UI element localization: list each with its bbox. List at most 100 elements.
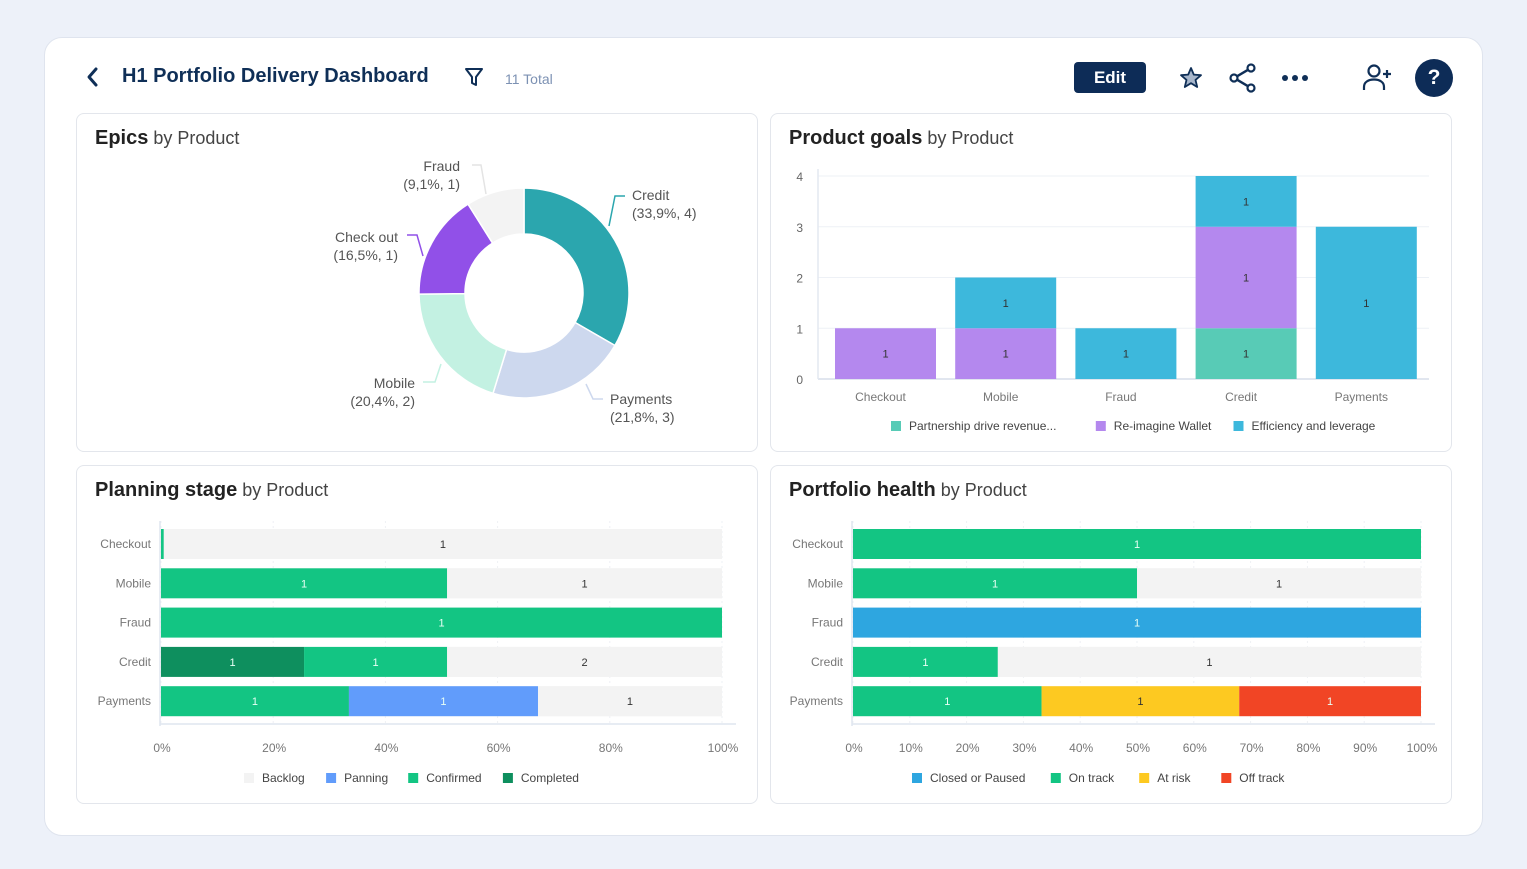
card-title-sub: by Product — [153, 128, 240, 148]
bar-segment — [1041, 686, 1240, 717]
donut-slice-fraud — [466, 187, 525, 245]
bar-value-label: 1 — [944, 696, 950, 708]
bar-segment — [447, 646, 722, 677]
donut-label-name: Mobile — [374, 375, 415, 391]
bar-value-label: 1 — [1134, 618, 1140, 630]
card-title-health: Portfolio health by Product — [789, 479, 1027, 502]
share-icon[interactable] — [1227, 62, 1259, 94]
legend-swatch — [502, 773, 513, 783]
bar-segment — [161, 607, 722, 638]
bar-segment — [955, 277, 1057, 329]
x-tick-label: 0% — [845, 741, 863, 755]
card-title-epics: Epics by Product — [95, 127, 239, 150]
bar-value-label: 1 — [1327, 696, 1333, 708]
y-tick-label: Payments — [790, 694, 843, 708]
planning-card: Planning stage by Product 0% 20% 40% 60% 80%… — [76, 465, 758, 804]
x-tick-label: Mobile — [983, 390, 1019, 404]
x-tick-label: Fraud — [1105, 390, 1136, 404]
bar-value-label: 1 — [440, 539, 446, 551]
y-tick-label: Checkout — [100, 537, 151, 551]
health-card: Portfolio health by Product 0% 10% 20% 30% 4… — [770, 465, 1452, 804]
bar-value-label: 1 — [373, 657, 379, 669]
card-title-goals: Product goals by Product — [789, 127, 1013, 150]
total-count: 11 Total — [505, 71, 553, 87]
donut-label-value: (33,9%, 4) — [632, 205, 697, 221]
bar-value-label: 1 — [252, 696, 258, 708]
bar-value-label: 1 — [301, 578, 307, 590]
legend-swatch — [1139, 773, 1150, 783]
x-tick-label: 20% — [956, 741, 980, 755]
donut-leader-line — [472, 164, 487, 195]
bar-segment — [1195, 176, 1297, 227]
card-title-sub: by Product — [940, 480, 1027, 500]
bar-segment — [853, 646, 998, 677]
legend-label: On track — [1069, 771, 1115, 785]
dashboard-header: H1 Portfolio Delivery Dashboard 11 Total… — [45, 38, 1482, 114]
back-chevron-icon[interactable] — [83, 64, 103, 90]
bar-value-label: 1 — [882, 349, 888, 361]
legend-swatch — [326, 773, 337, 783]
bar-value-label: 1 — [627, 696, 633, 708]
bar-value-label: 1 — [229, 657, 235, 669]
x-tick-label: Credit — [1225, 390, 1258, 404]
bar-value-label: 1 — [1243, 349, 1249, 361]
legend-swatch — [1233, 421, 1244, 431]
x-tick-label: 40% — [1069, 741, 1093, 755]
goals-card: Product goals by Product 0 1 2 3 4 1 Checkout 1… — [770, 113, 1452, 452]
bar-value-label: 1 — [1363, 298, 1369, 310]
y-tick-label: Fraud — [120, 616, 151, 630]
legend-label: Confirmed — [426, 771, 481, 785]
x-tick-label: 50% — [1126, 741, 1150, 755]
legend-swatch — [891, 421, 901, 431]
bar-value-label: 1 — [440, 696, 446, 708]
bar-segment — [161, 686, 349, 717]
bar-segment — [537, 686, 722, 717]
legend-label: Partnership drive revenue... — [909, 419, 1056, 433]
bar-value-label: 1 — [1276, 578, 1282, 590]
bar-segment — [853, 529, 1421, 559]
x-tick-label: 90% — [1353, 741, 1377, 755]
bar-value-label: 1 — [922, 657, 928, 669]
epics-donut-chart: Credit (33,9%, 4) Payments (21,8%, 3) Mobile… — [333, 158, 697, 425]
more-icon[interactable] — [1279, 62, 1311, 94]
bar-value-label: 1 — [581, 578, 587, 590]
help-icon: ? — [1427, 66, 1441, 89]
bar-segment — [1075, 328, 1177, 379]
legend-label: Backlog — [262, 771, 305, 785]
x-tick-label: Payments — [1335, 390, 1388, 404]
x-tick-label: 80% — [599, 741, 623, 755]
planning-bar-chart: 0% 20% 40% 60% 80% 100% 1 Checkout 1 1 Mobile 1 Frau… — [98, 521, 739, 785]
donut-label-value: (21,8%, 3) — [610, 409, 675, 425]
bar-segment — [997, 646, 1421, 677]
legend-label: At risk — [1157, 771, 1191, 785]
donut-label-value: (20,4%, 2) — [350, 393, 415, 409]
bar-segment — [955, 328, 1057, 379]
page-title: H1 Portfolio Delivery Dashboard — [122, 65, 429, 87]
bar-segment — [835, 328, 936, 379]
y-tick-label: 3 — [796, 221, 803, 235]
y-tick-label: 4 — [796, 170, 803, 184]
bar-segment — [161, 529, 164, 559]
donut-label-name: Fraud — [423, 158, 460, 174]
bar-segment — [447, 568, 722, 599]
bar-value-label: 1 — [1243, 273, 1249, 285]
card-title-bold: Portfolio health — [789, 479, 936, 501]
legend-swatch — [1221, 773, 1232, 783]
add-user-icon[interactable] — [1361, 62, 1393, 94]
help-button[interactable]: ? — [1415, 59, 1453, 97]
star-icon[interactable] — [1175, 62, 1207, 94]
epics-card: Epics by Product Credit (33,9%, 4) Payment… — [76, 113, 758, 452]
legend-swatch — [912, 773, 922, 783]
x-tick-label: 100% — [1407, 741, 1438, 755]
x-tick-label: 0% — [153, 741, 171, 755]
bar-value-label: 1 — [1003, 349, 1009, 361]
x-tick-label: 60% — [1183, 741, 1207, 755]
legend-label: Efficiency and leverage — [1252, 419, 1376, 433]
y-tick-label: 0 — [796, 373, 803, 387]
goals-bar-chart: 0 1 2 3 4 1 Checkout 1 1 Mobile 1 Fraud 1 1 1 Credit 1 Pa… — [796, 169, 1429, 433]
donut-leader-line — [585, 383, 603, 400]
filter-icon[interactable] — [463, 66, 485, 88]
donut-label-name: Check out — [335, 229, 398, 245]
donut-leader-line — [407, 234, 424, 257]
edit-button[interactable]: Edit — [1074, 62, 1146, 93]
